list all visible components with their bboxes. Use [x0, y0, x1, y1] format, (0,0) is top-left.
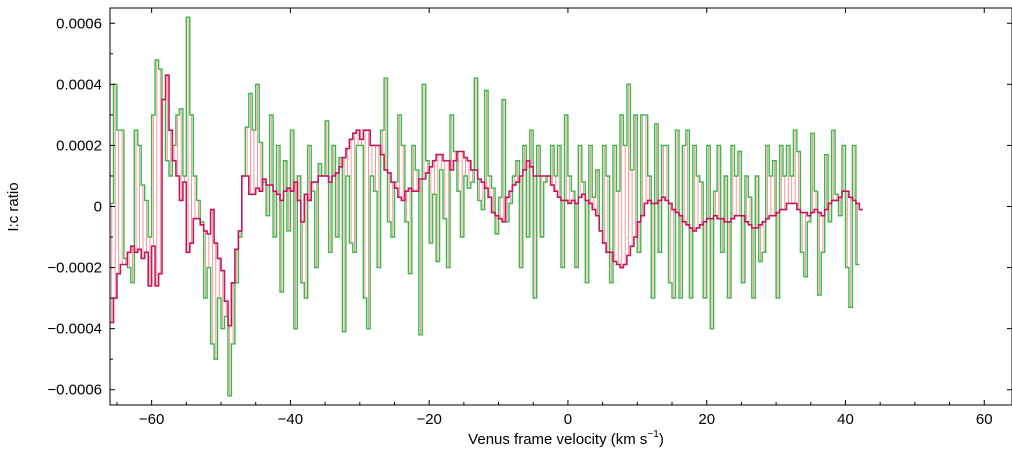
y-tick-label: −0.0002: [47, 260, 102, 277]
x-tick-label: −40: [278, 411, 303, 428]
x-axis-title: Venus frame velocity (km s−1): [468, 429, 664, 448]
y-tick-label: 0.0006: [56, 15, 102, 32]
fill-lines: [111, 17, 859, 396]
x-tick-label: 40: [837, 411, 854, 428]
y-tick-label: 0: [94, 199, 102, 216]
y-axis-ticks: 0.0006 0.0004 0.0002 0 −0.0002 −0.0004 −0.0006: [47, 15, 1012, 399]
series-group: [110, 16, 863, 397]
series-line-magenta: [110, 74, 863, 327]
y-tick-label: 0.0004: [56, 76, 102, 93]
x-axis-ticks: −60 −40 −20 0 20 40 60: [116, 8, 993, 428]
x-tick-label: −20: [416, 411, 441, 428]
x-tick-label: 60: [976, 411, 993, 428]
y-tick-label: 0.0002: [56, 137, 102, 154]
x-tick-label: −60: [139, 411, 164, 428]
y-tick-label: −0.0004: [47, 321, 102, 338]
y-axis-title: I:c ratio: [5, 182, 22, 231]
x-tick-label: 0: [564, 411, 572, 428]
y-tick-label: −0.0006: [47, 382, 102, 399]
x-tick-label: 20: [698, 411, 715, 428]
